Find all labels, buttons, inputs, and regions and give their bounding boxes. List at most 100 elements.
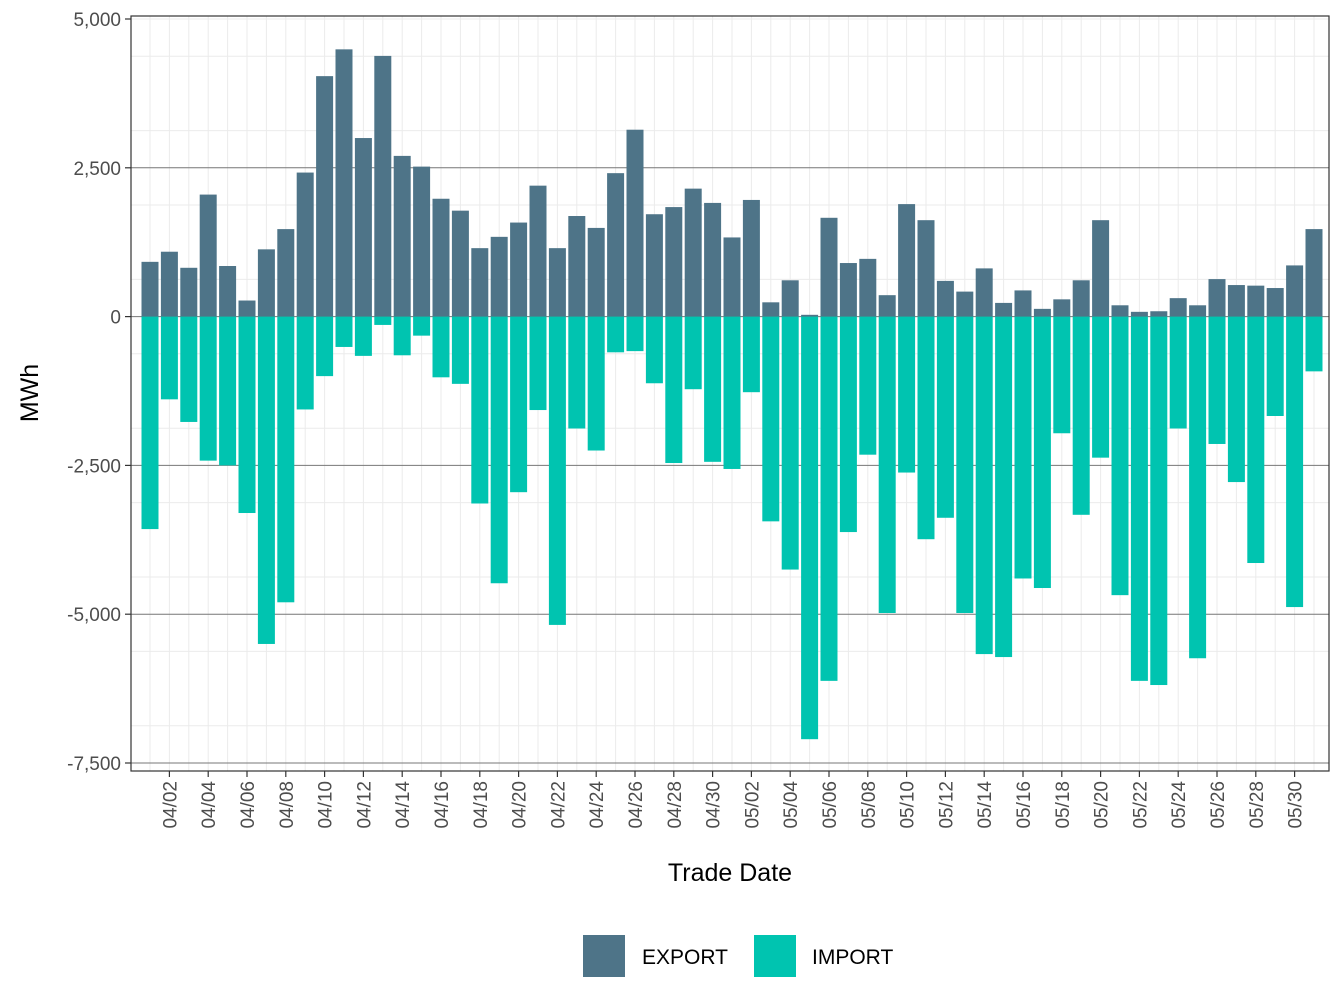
- bar-export-05-01: [723, 237, 741, 317]
- bar-export-05-14: [975, 268, 993, 317]
- bar-export-04-07: [257, 249, 275, 317]
- bar-import-04-25: [607, 316, 625, 353]
- bar-export-05-17: [1033, 308, 1051, 317]
- x-tick-label: 04/18: [471, 781, 492, 829]
- bar-export-04-05: [219, 266, 237, 317]
- y-tick-label: 2,500: [73, 159, 121, 180]
- bar-export-05-03: [762, 302, 780, 317]
- bar-export-04-16: [432, 198, 450, 317]
- bar-export-05-21: [1111, 305, 1129, 317]
- bar-export-04-03: [180, 267, 198, 317]
- bar-export-05-13: [956, 291, 974, 317]
- bar-export-05-08: [859, 258, 877, 317]
- bar-import-05-08: [859, 316, 877, 455]
- bar-export-05-31: [1305, 229, 1323, 317]
- x-tick-label: 05/22: [1130, 781, 1151, 829]
- x-tick-label: 04/12: [354, 781, 375, 829]
- bar-export-04-11: [335, 49, 353, 317]
- y-tick-label: 5,000: [73, 10, 121, 31]
- x-tick-label: 04/28: [665, 781, 686, 829]
- bar-import-05-20: [1092, 316, 1110, 458]
- bar-export-05-24: [1169, 298, 1187, 317]
- bar-import-04-06: [238, 316, 256, 514]
- x-tick-label: 05/16: [1014, 781, 1035, 829]
- bar-import-04-01: [141, 316, 159, 530]
- bar-export-05-25: [1189, 305, 1207, 317]
- x-tick-label: 05/30: [1286, 781, 1307, 829]
- legend-swatch-import: [754, 935, 796, 977]
- bar-import-04-02: [160, 316, 178, 400]
- bar-export-05-11: [917, 220, 935, 317]
- bar-export-05-05: [801, 314, 819, 317]
- bar-import-05-16: [1014, 316, 1032, 579]
- bar-export-04-24: [587, 227, 605, 317]
- x-tick-label: 04/06: [238, 781, 259, 829]
- bar-import-05-11: [917, 316, 935, 540]
- bar-export-05-15: [995, 302, 1013, 317]
- x-tick-label: 04/02: [160, 781, 181, 829]
- x-tick-label: 05/26: [1208, 781, 1229, 829]
- bar-export-04-22: [548, 248, 566, 317]
- bar-import-04-10: [316, 316, 334, 377]
- bar-import-04-03: [180, 316, 198, 422]
- bar-export-04-02: [160, 251, 178, 317]
- bar-export-04-17: [451, 210, 469, 317]
- bar-export-04-01: [141, 261, 159, 317]
- bar-export-04-21: [529, 185, 547, 317]
- bar-import-04-16: [432, 316, 450, 378]
- y-axis-title: MWh: [16, 364, 44, 422]
- bar-import-05-12: [936, 316, 954, 518]
- bar-import-05-22: [1130, 316, 1148, 681]
- import-bars: [141, 316, 1323, 740]
- bar-export-05-09: [878, 295, 896, 317]
- bar-import-04-29: [684, 316, 702, 390]
- bar-import-05-25: [1189, 316, 1207, 659]
- bar-import-05-07: [839, 316, 857, 533]
- x-tick-label: 05/08: [859, 781, 880, 829]
- x-tick-label: 05/24: [1169, 781, 1190, 829]
- x-tick-label: 04/30: [704, 781, 725, 829]
- x-tick-label: 05/02: [742, 781, 763, 829]
- legend-swatch-export: [583, 935, 625, 977]
- x-tick-label: 04/08: [277, 781, 298, 829]
- bar-import-05-31: [1305, 316, 1323, 372]
- x-tick-label: 05/12: [936, 781, 957, 829]
- bar-export-04-30: [704, 202, 722, 317]
- bar-import-05-01: [723, 316, 741, 469]
- bar-import-04-08: [277, 316, 295, 603]
- bar-export-05-18: [1053, 299, 1071, 317]
- bar-export-05-20: [1092, 220, 1110, 317]
- bar-import-05-30: [1286, 316, 1304, 608]
- x-tick-label: 05/18: [1053, 781, 1074, 829]
- bar-export-05-19: [1072, 280, 1090, 317]
- bar-export-04-19: [490, 236, 508, 317]
- y-tick-label: 0: [110, 308, 121, 329]
- bar-import-04-22: [548, 316, 566, 625]
- bar-import-05-04: [781, 316, 799, 570]
- bar-export-04-27: [645, 214, 663, 317]
- bar-import-05-15: [995, 316, 1013, 658]
- x-tick-label: 05/06: [820, 781, 841, 829]
- bar-export-05-16: [1014, 290, 1032, 317]
- bar-export-04-04: [199, 194, 217, 317]
- bar-import-05-28: [1247, 316, 1265, 564]
- bar-import-04-28: [665, 316, 683, 464]
- bar-import-05-09: [878, 316, 896, 614]
- bar-import-04-18: [471, 316, 489, 504]
- bar-import-05-21: [1111, 316, 1129, 596]
- bar-export-04-14: [393, 155, 411, 317]
- bar-import-04-19: [490, 316, 508, 584]
- bar-export-05-23: [1150, 311, 1168, 317]
- bar-import-05-10: [898, 316, 916, 473]
- legend: EXPORT IMPORT: [583, 935, 893, 977]
- bar-import-04-11: [335, 316, 353, 347]
- x-tick-label: 04/16: [432, 781, 453, 829]
- bar-import-04-21: [529, 316, 547, 411]
- bar-import-05-02: [742, 316, 760, 393]
- y-axis: -7,500 -5,000 -2,500 0 2,500 5,000: [67, 10, 131, 775]
- x-tick-label: 04/20: [510, 781, 531, 829]
- bar-import-04-14: [393, 316, 411, 356]
- bar-export-05-30: [1286, 265, 1304, 317]
- x-tick-label: 04/22: [548, 781, 569, 829]
